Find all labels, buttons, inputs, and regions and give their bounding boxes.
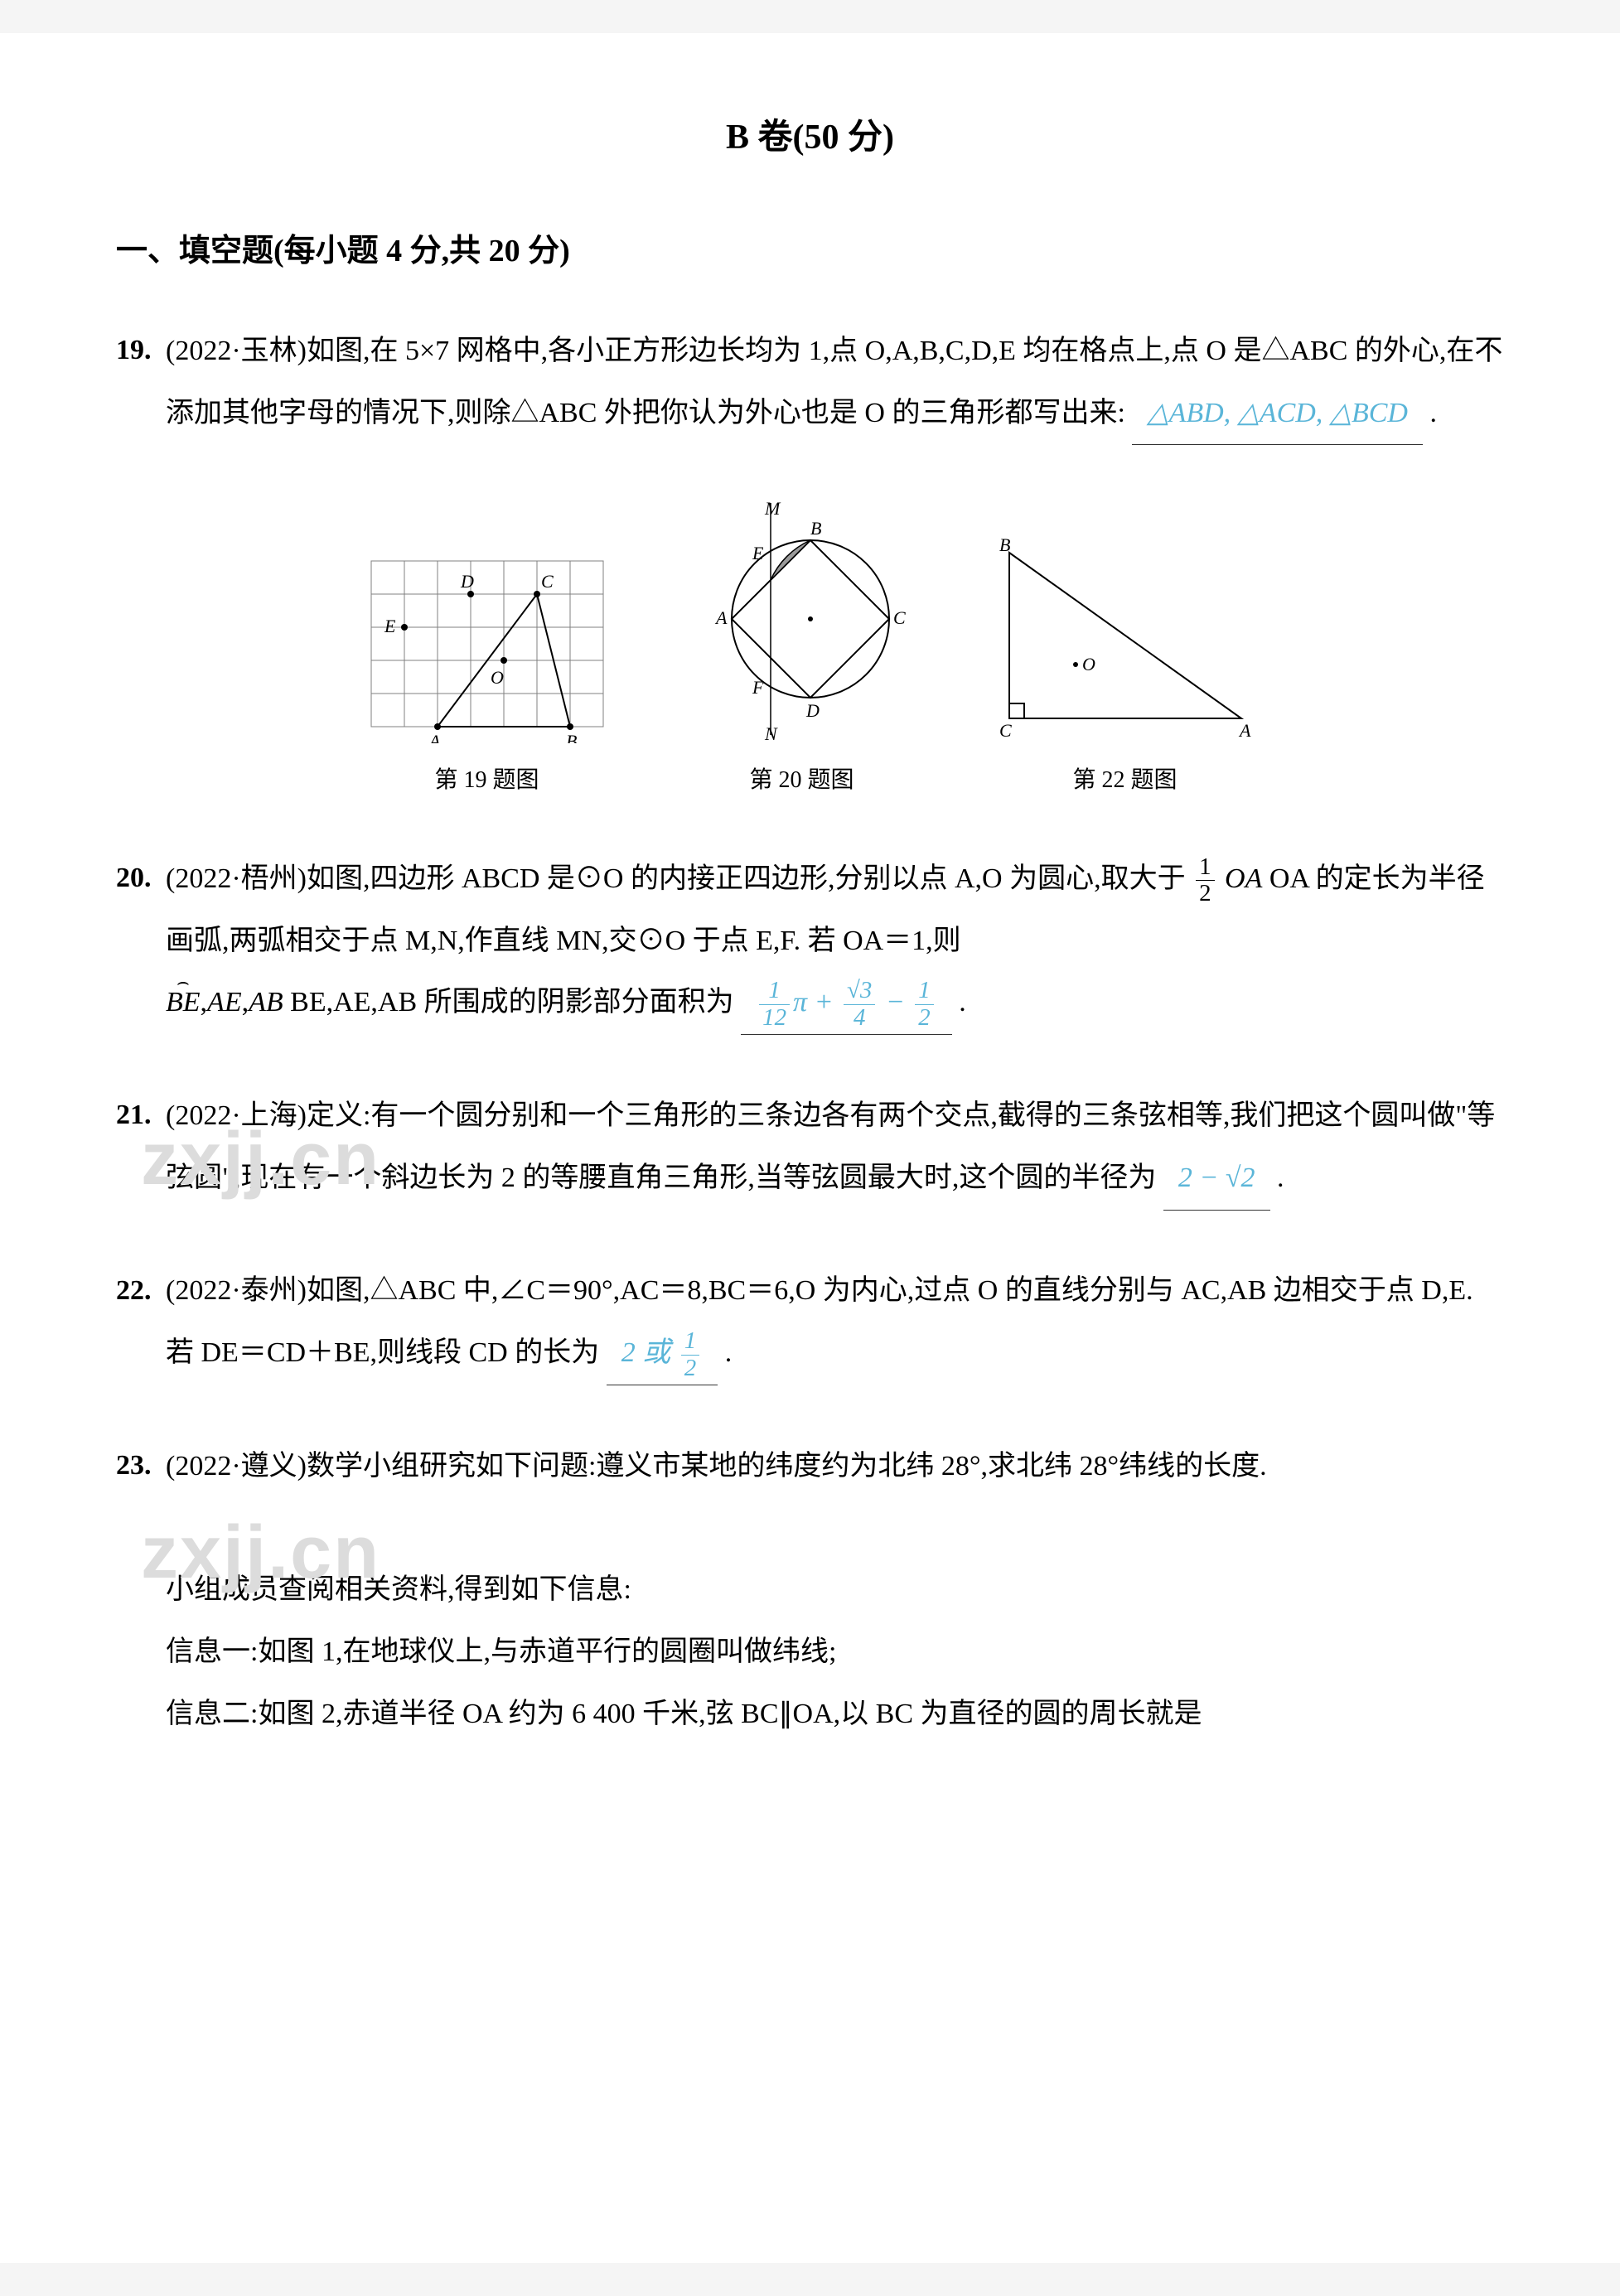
q23-text1: (2022·遵义)数学小组研究如下问题:遵义市某地的纬度约为北纬 28°,求北纬…	[166, 1451, 1267, 1482]
figure-20: A B C D E F M N 第 20 题图	[686, 495, 918, 806]
svg-text:C: C	[893, 607, 906, 628]
q20-number: 20.	[116, 848, 166, 910]
q19-period: .	[1429, 398, 1437, 428]
fig19-caption: 第 19 题图	[434, 755, 539, 806]
fig22-caption: 第 22 题图	[1072, 755, 1177, 806]
q20-frac-d: 2	[1196, 881, 1214, 907]
fig19-svg: A B C D E O	[355, 544, 620, 743]
problem-20: 20. (2022·梧州)如图,四边形 ABCD 是⊙O 的内接正四边形,分别以…	[116, 848, 1504, 1035]
fig20-caption: 第 20 题图	[749, 755, 854, 806]
q20-answer-blank: 112π + √34 − 12	[741, 972, 952, 1035]
q23-number: 23.	[116, 1435, 166, 1497]
q21-period: .	[1277, 1163, 1284, 1193]
q21-number: 21.	[116, 1085, 166, 1147]
svg-text:A: A	[1238, 720, 1251, 741]
q23-text3: 信息一:如图 1,在地球仪上,与赤道平行的圆圈叫做纬线;	[166, 1636, 836, 1667]
svg-text:O: O	[1082, 654, 1095, 674]
svg-text:E: E	[752, 543, 764, 563]
fig22-svg: B C A O	[984, 528, 1266, 743]
problem-23: 23. (2022·遵义)数学小组研究如下问题:遵义市某地的纬度约为北纬 28°…	[116, 1435, 1504, 1746]
svg-text:N: N	[764, 723, 778, 743]
fig20-svg: A B C D E F M N	[686, 495, 918, 743]
svg-text:A: A	[428, 731, 441, 743]
page: zxjj.cn zxjj.cn B 卷(50 分) 一、填空题(每小题 4 分,…	[0, 33, 1620, 2263]
svg-text:E: E	[384, 616, 396, 636]
subsection-fill: 一、填空题(每小题 4 分,共 20 分)	[116, 217, 1504, 287]
svg-text:C: C	[541, 571, 554, 592]
section-title: B 卷(50 分)	[116, 99, 1504, 176]
q19-answer-blank: △ABD, △ACD, △BCD	[1132, 383, 1423, 446]
q20-frac-n: 1	[1196, 854, 1214, 882]
svg-text:F: F	[752, 677, 764, 698]
q21-text: (2022·上海)定义:有一个圆分别和一个三角形的三条边各有两个交点,截得的三条…	[166, 1100, 1495, 1193]
q21-answer-blank: 2 − √2	[1163, 1148, 1270, 1211]
svg-text:B: B	[566, 731, 577, 743]
figure-22: B C A O 第 22 题图	[984, 528, 1266, 806]
q22-number: 22.	[116, 1260, 166, 1322]
q23-text4: 信息二:如图 2,赤道半径 OA 约为 6 400 千米,弦 BC∥OA,以 B…	[166, 1699, 1202, 1729]
svg-text:M: M	[764, 498, 781, 519]
svg-text:B: B	[999, 534, 1010, 555]
q22-period: .	[725, 1337, 733, 1368]
q22-text: (2022·泰州)如图,△ABC 中,∠C＝90°,AC＝8,BC＝6,O 为内…	[166, 1275, 1473, 1368]
q19-number: 19.	[116, 320, 166, 382]
problem-21: 21. (2022·上海)定义:有一个圆分别和一个三角形的三条边各有两个交点,截…	[116, 1085, 1504, 1210]
svg-text:O: O	[491, 667, 504, 688]
svg-text:A: A	[714, 607, 728, 628]
q22-answer-blank: 2 或 12	[607, 1322, 718, 1385]
figures-row: A B C D E O 第 19 题图	[116, 495, 1504, 806]
q20-text3: BE,AE,AB 所围成的阴影部分面积为	[290, 987, 734, 1017]
q23-text2: 小组成员查阅相关资料,得到如下信息:	[166, 1574, 631, 1605]
svg-text:D: D	[805, 700, 820, 721]
svg-text:D: D	[460, 571, 474, 592]
problem-19: 19. (2022·玉林)如图,在 5×7 网格中,各小正方形边长均为 1,点 …	[116, 320, 1504, 445]
svg-text:C: C	[999, 720, 1012, 741]
svg-text:B: B	[810, 518, 821, 539]
problem-22: 22. (2022·泰州)如图,△ABC 中,∠C＝90°,AC＝8,BC＝6,…	[116, 1260, 1504, 1385]
figure-19: A B C D E O 第 19 题图	[355, 544, 620, 806]
q20-period: .	[959, 987, 966, 1017]
q20-text1: (2022·梧州)如图,四边形 ABCD 是⊙O 的内接正四边形,分别以点 A,…	[166, 863, 1186, 894]
